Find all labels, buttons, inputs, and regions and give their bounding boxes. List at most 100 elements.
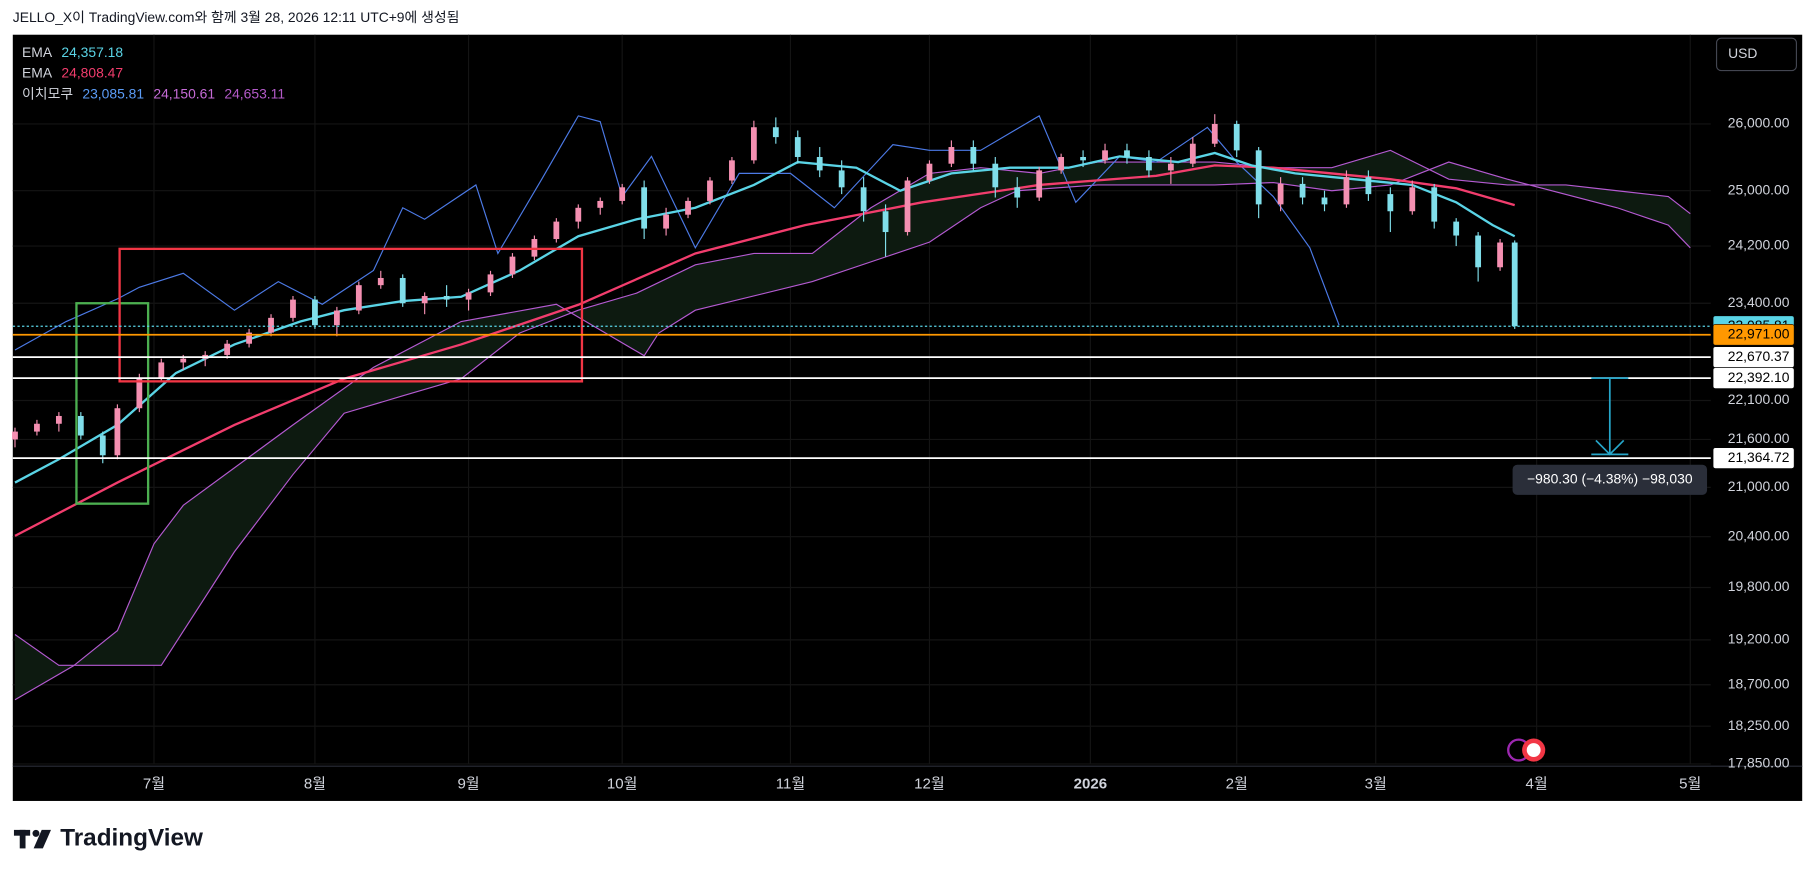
candle-body <box>948 147 955 164</box>
candle-body <box>12 431 18 440</box>
measure-label: −980.30 (−4.38%) −98,030 <box>1527 470 1693 486</box>
candle-body <box>1080 157 1086 161</box>
y-tick-label: 20,400.00 <box>1728 527 1790 543</box>
legend-name: 이치모쿠 <box>22 86 73 102</box>
candle-body <box>1321 197 1328 205</box>
chart-frame <box>12 34 1803 801</box>
candle-body <box>1409 187 1416 212</box>
legend-value: 24,150.61 <box>153 86 215 102</box>
y-tick-label: 24,200.00 <box>1728 237 1790 253</box>
candle-body <box>312 299 318 326</box>
logo-icon <box>13 829 51 849</box>
candle-body <box>333 310 340 326</box>
candle-body <box>290 299 296 318</box>
candle-body <box>992 163 999 188</box>
candle-body <box>1189 143 1196 164</box>
candle-body <box>1511 242 1518 327</box>
legend-value: 24,653.11 <box>224 86 285 102</box>
candle-body <box>399 277 406 304</box>
price-label: 22,670.37 <box>1728 348 1790 364</box>
candle-body <box>1431 187 1438 222</box>
candle-body <box>114 408 121 456</box>
x-tick-label: 7월 <box>143 776 165 793</box>
y-tick-label: 21,600.00 <box>1728 430 1790 446</box>
candle-body <box>1233 123 1240 151</box>
x-tick-label: 2026 <box>1074 776 1107 793</box>
y-tick-label: 19,800.00 <box>1728 578 1790 594</box>
x-tick-label: 12월 <box>914 776 945 793</box>
candle-body <box>180 358 187 363</box>
y-tick-label: 18,700.00 <box>1728 675 1790 691</box>
candle-body <box>663 214 669 229</box>
candle-body <box>772 127 779 138</box>
candle-body <box>77 415 84 436</box>
candle-body <box>750 127 757 161</box>
candle-body <box>1387 194 1394 212</box>
candle-body <box>838 170 845 188</box>
candle-body <box>487 274 494 293</box>
candle-body <box>55 415 62 424</box>
candle-body <box>136 377 143 409</box>
y-tick-label: 25,000.00 <box>1728 181 1790 197</box>
price-label-box <box>1712 367 1795 389</box>
price-label: 21,364.72 <box>1728 449 1790 465</box>
legend-name: EMA <box>22 44 53 60</box>
drawing-box <box>75 302 150 505</box>
currency-label: USD <box>1728 45 1757 61</box>
y-tick-label: 22,100.00 <box>1728 391 1790 407</box>
candle-body <box>685 200 691 215</box>
candle-body <box>509 256 516 275</box>
candle-body <box>597 200 604 208</box>
x-tick-label: 3월 <box>1365 776 1387 793</box>
y-tick-label: 18,250.00 <box>1728 717 1790 733</box>
currency-button[interactable] <box>1715 37 1798 72</box>
candle-body <box>1167 163 1174 171</box>
measure-arrow <box>1595 439 1625 456</box>
x-tick-label: 4월 <box>1526 776 1548 793</box>
candle-body <box>99 435 106 456</box>
x-tick-label: 2월 <box>1226 776 1248 793</box>
x-tick-label: 8월 <box>304 776 326 793</box>
price-label: 22,392.10 <box>1728 369 1790 385</box>
candle-body <box>224 343 231 355</box>
candle-body <box>246 332 252 344</box>
candle-body <box>377 277 384 286</box>
candle-body <box>1475 235 1482 268</box>
measure-box <box>1512 464 1708 495</box>
x-tick-label: 11월 <box>776 776 805 793</box>
legend-value: 23,085.81 <box>82 86 144 102</box>
candle-body <box>926 163 933 181</box>
y-tick-label: 21,000.00 <box>1728 478 1790 494</box>
price-label-box <box>1712 324 1795 346</box>
y-tick-label: 19,200.00 <box>1728 631 1790 647</box>
x-tick-label: 5월 <box>1679 776 1701 793</box>
y-tick-label: 23,400.00 <box>1728 294 1790 310</box>
candle-body <box>355 285 362 311</box>
candle-body <box>904 180 911 233</box>
candle-body <box>1102 150 1108 161</box>
candle-body <box>707 180 713 201</box>
candle-body <box>421 295 428 304</box>
drawing-box <box>118 247 584 383</box>
y-tick-label: 17,850.00 <box>1728 755 1790 771</box>
candle-body <box>1299 183 1306 198</box>
candle-body <box>970 147 977 164</box>
candle-body <box>860 187 867 212</box>
x-tick-label: 9월 <box>457 776 479 793</box>
candle-body <box>268 317 274 333</box>
x-tick-label: 10월 <box>607 776 638 793</box>
legend-value: 24,357.18 <box>61 44 123 60</box>
candle-body <box>1211 123 1218 144</box>
candle-body <box>1058 157 1065 171</box>
candle-body <box>816 157 823 171</box>
price-label: 22,971.00 <box>1728 325 1790 341</box>
candle-body <box>641 187 648 229</box>
logo-text: TradingView <box>60 825 203 852</box>
candle-body <box>1255 150 1262 205</box>
legend-value: 24,808.47 <box>61 65 123 81</box>
candle-body <box>794 137 801 158</box>
candle-body <box>1365 177 1372 195</box>
candle-body <box>1497 242 1503 268</box>
